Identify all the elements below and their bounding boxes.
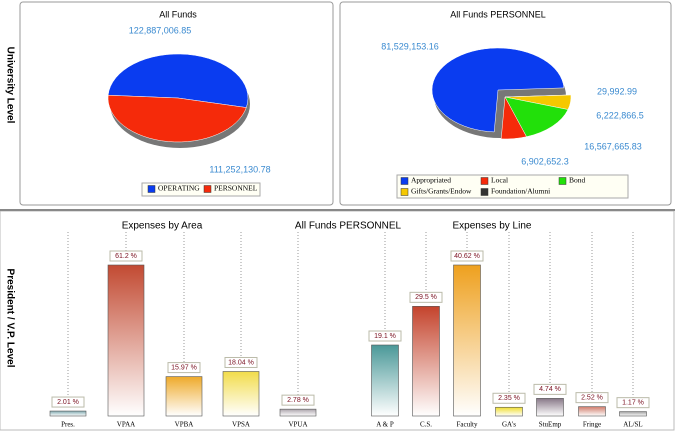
- x-tick-label: VPUA: [288, 421, 307, 429]
- value-label-box: [492, 392, 526, 404]
- value-label-box: [616, 397, 650, 409]
- value-label: 61.2 %: [115, 253, 137, 260]
- value-label: 18.04 %: [228, 359, 254, 366]
- value-label-box: [450, 250, 484, 262]
- value-label: 111,252,130.78: [209, 164, 270, 174]
- chart-title: All Funds PERSONNEL: [450, 9, 546, 19]
- bar: [49, 410, 87, 417]
- legend-swatch: [400, 177, 409, 185]
- value-label: 122,887,006.85: [129, 25, 192, 35]
- x-tick-label: VPBA: [175, 421, 194, 429]
- legend-label: Appropriated: [411, 176, 451, 185]
- value-label: 29,992.99: [597, 86, 637, 96]
- filter-label: All Funds PERSONNEL: [295, 221, 402, 232]
- legend-swatch: [480, 188, 489, 196]
- value-label: 2.78 %: [287, 397, 309, 404]
- value-label-box: [409, 291, 443, 303]
- value-label-box: [533, 383, 567, 395]
- x-tick-label: GA's: [502, 421, 516, 429]
- value-label: 16,567,665.83: [584, 141, 642, 151]
- legend: [396, 174, 629, 199]
- chart-title: Expenses by Area: [122, 221, 203, 232]
- value-label: 2.01 %: [57, 399, 79, 406]
- pie-slice: [431, 47, 565, 133]
- value-label: 40.62 %: [454, 253, 480, 260]
- value-label-box: [281, 394, 315, 406]
- value-label: 6,902,652.3: [521, 156, 569, 166]
- value-label: 29.5 %: [415, 294, 437, 301]
- x-tick-label: StuEmp: [539, 421, 562, 429]
- value-label: 81,529,153.16: [381, 41, 439, 51]
- section-label: University Level: [4, 47, 15, 124]
- pie-slice: [107, 53, 249, 108]
- bar: [412, 306, 440, 417]
- pie-slice: [500, 96, 527, 140]
- value-label: 2.52 %: [581, 394, 603, 401]
- bar: [495, 406, 523, 417]
- bar: [453, 264, 481, 417]
- x-tick-label: VPAA: [117, 421, 135, 429]
- value-label-box: [109, 250, 143, 262]
- value-label: 4.74 %: [539, 386, 561, 393]
- legend-swatch: [203, 185, 212, 193]
- bar: [536, 398, 564, 417]
- value-label-box: [224, 356, 258, 368]
- value-label-box: [368, 330, 402, 342]
- value-label: 1.17 %: [622, 399, 644, 406]
- legend-label: OPERATING: [158, 184, 200, 193]
- value-label-box: [167, 362, 201, 374]
- legend-label: Gifts/Grants/Endow: [411, 187, 472, 196]
- x-tick-label: A & P: [376, 421, 394, 429]
- value-label: 6,222,866.5: [596, 110, 644, 120]
- legend-swatch: [147, 185, 156, 193]
- value-label: 2.35 %: [498, 395, 520, 402]
- x-tick-label: Fringe: [583, 421, 601, 429]
- x-tick-label: Pres.: [61, 421, 75, 429]
- legend-swatch: [400, 188, 409, 196]
- pie-slice: [107, 94, 247, 143]
- bar: [165, 376, 203, 417]
- chart-title: All Funds: [159, 9, 197, 19]
- pie-slice: [504, 96, 569, 137]
- bar: [578, 406, 606, 417]
- bar: [107, 264, 145, 417]
- legend: [141, 182, 261, 197]
- chart-title: Expenses by Line: [453, 221, 532, 232]
- section-label: President / V.P. Level: [4, 269, 15, 368]
- x-tick-label: VPSA: [232, 421, 250, 429]
- legend-swatch: [558, 177, 567, 185]
- x-tick-label: C.S.: [420, 421, 432, 429]
- x-tick-label: Faculty: [457, 421, 478, 429]
- legend-label: Foundation/Alumni: [491, 187, 550, 196]
- bar: [279, 408, 317, 417]
- legend-label: Bond: [569, 176, 586, 185]
- value-label-box: [51, 396, 85, 408]
- legend-swatch: [480, 177, 489, 185]
- bar: [619, 411, 647, 417]
- legend-label: Local: [491, 176, 508, 185]
- bar: [222, 371, 260, 417]
- legend-label: PERSONNEL: [214, 184, 258, 193]
- bar: [371, 344, 399, 417]
- value-label-box: [575, 392, 609, 404]
- x-tick-label: AL/SL: [623, 421, 642, 429]
- value-label: 15.97 %: [171, 364, 197, 371]
- value-label: 19.1 %: [374, 333, 396, 340]
